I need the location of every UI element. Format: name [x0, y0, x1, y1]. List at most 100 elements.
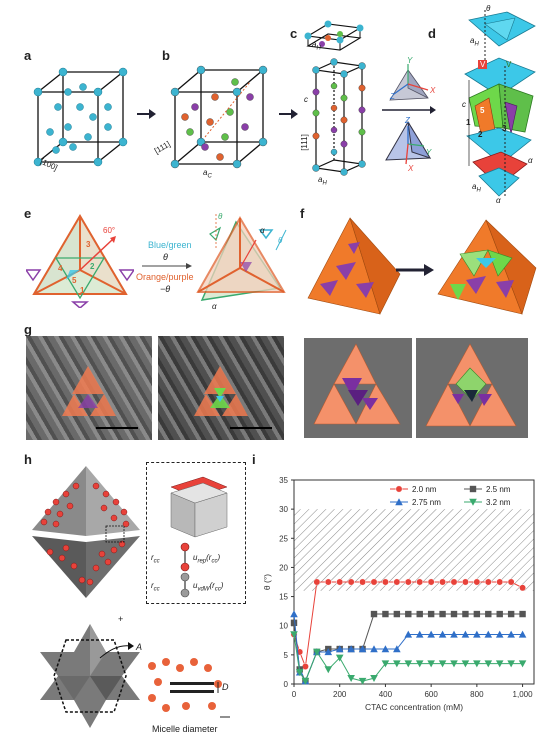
data-point	[450, 578, 458, 586]
data-point	[427, 660, 435, 668]
data-point	[450, 610, 458, 618]
data-point	[427, 630, 435, 638]
lattice-param-c: c	[304, 95, 308, 104]
data-point	[381, 660, 390, 668]
data-point	[495, 660, 504, 668]
data-point	[313, 578, 321, 586]
arrow-e-rotation	[142, 263, 192, 269]
data-point	[507, 610, 515, 618]
data-point	[450, 660, 458, 668]
plot-frame	[293, 479, 535, 685]
star-bipyramid-projection	[40, 624, 140, 728]
data-point	[439, 610, 446, 618]
data-point	[393, 645, 401, 653]
data-point	[473, 630, 481, 638]
e-label-3: 3	[86, 240, 91, 249]
data-point	[469, 485, 477, 493]
series-line	[293, 613, 523, 683]
tetra-label-3: 3	[502, 124, 507, 133]
lattice-param-ah-d-bottom: aH	[472, 182, 481, 194]
urep-label: urep(rcc)	[193, 553, 221, 565]
orange-purple-label: Orange/purple	[136, 272, 194, 282]
blue-green-label: Blue/green	[148, 240, 192, 250]
alpha-label-e-left: α	[212, 302, 217, 311]
data-point	[469, 498, 477, 506]
tetra-label-5: 5	[480, 106, 485, 115]
data-point	[461, 660, 470, 668]
alpha-label-d1: α	[528, 156, 533, 165]
x-axis-label: CTAC concentration (mM)	[365, 702, 463, 712]
data-point	[416, 578, 424, 586]
data-point	[462, 610, 469, 618]
data-point	[496, 610, 503, 618]
data-point	[290, 610, 298, 618]
data-point	[438, 630, 447, 638]
arrow-b-to-c	[279, 109, 298, 119]
data-point	[427, 578, 435, 586]
y-tick-label: 20	[279, 563, 288, 572]
data-point	[347, 645, 355, 653]
micelle-diameter-label: Micelle diameter	[152, 724, 218, 734]
panel-letter-f: f	[300, 206, 305, 221]
data-point	[415, 630, 424, 638]
data-point	[382, 610, 389, 618]
axis-z-top: Z	[390, 92, 395, 101]
panel-letter-b: b	[162, 48, 170, 63]
data-point	[519, 584, 527, 592]
theta-label-d: θ	[486, 4, 491, 13]
x-tick-label: 600	[424, 690, 438, 699]
data-point	[301, 663, 309, 670]
data-point	[290, 631, 298, 639]
theta-label-e: θ	[163, 252, 168, 262]
lattice-param-c-d: c	[462, 100, 466, 109]
axis-x-bottom: X	[408, 164, 414, 173]
data-point	[335, 654, 344, 662]
uvdw-label: uvdW(rcc)	[193, 581, 224, 593]
hexagonal-top-cell	[304, 20, 364, 51]
y-tick-label: 25	[279, 534, 288, 543]
data-point	[395, 485, 403, 493]
micelle-diagram	[148, 658, 230, 718]
x-tick-label: 400	[379, 690, 393, 699]
data-point	[495, 630, 504, 638]
data-point	[358, 645, 367, 653]
data-point	[518, 660, 527, 668]
direction-label-111-c: [111]	[299, 134, 309, 151]
hexagonal-prism-cell	[312, 58, 366, 176]
data-point	[507, 578, 515, 586]
data-point	[439, 578, 447, 586]
panel-letter-c: c	[290, 26, 298, 41]
x-tick-label: 800	[470, 690, 484, 699]
data-point	[473, 610, 481, 618]
rotation-scheme-right	[196, 214, 287, 301]
data-point	[336, 578, 344, 586]
data-point	[393, 578, 401, 586]
data-point	[473, 578, 481, 586]
render-cluster-left	[304, 338, 412, 438]
e-label-5: 5	[72, 276, 77, 285]
theta-label-e-right2: θ	[278, 236, 283, 245]
legend-entry: 2.75 nm	[412, 498, 441, 507]
panel-letter-h: h	[24, 452, 32, 467]
data-point	[370, 645, 378, 653]
data-point	[324, 666, 333, 674]
y-axis-label: θ (°)	[262, 574, 272, 590]
data-point	[484, 660, 493, 668]
rcc-label-2: rcc	[151, 581, 160, 593]
e-label-2: 2	[90, 262, 95, 271]
rotation-scheme-left	[26, 214, 134, 308]
data-point	[381, 578, 389, 586]
data-point	[313, 648, 321, 656]
panel-letter-g: g	[24, 322, 32, 337]
data-point	[461, 630, 470, 638]
plus-sign: +	[118, 614, 124, 624]
y-tick-label: 0	[284, 680, 289, 689]
data-point	[507, 660, 515, 668]
data-point	[405, 610, 412, 618]
hatched-region	[294, 509, 534, 591]
data-point	[301, 677, 310, 685]
data-point	[416, 610, 423, 618]
tetra-label-1: 1	[466, 118, 471, 127]
data-point	[290, 619, 298, 626]
data-point	[519, 610, 526, 618]
